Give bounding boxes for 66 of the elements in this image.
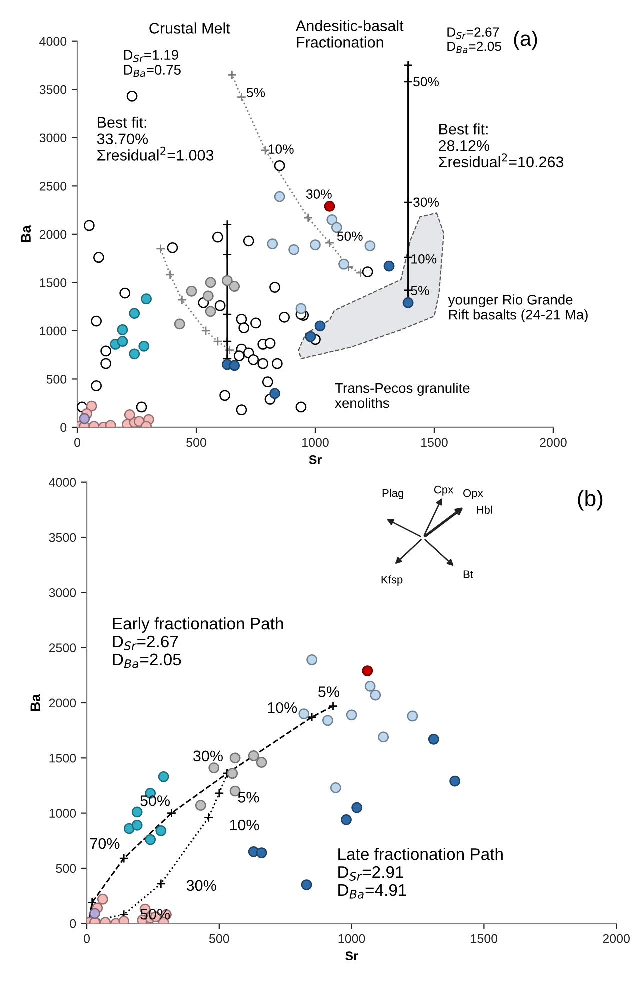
annotation: D$_{Sr}$=2.67 D$_{Ba}$=2.05: [448, 28, 502, 54]
annotation: 50%: [414, 77, 439, 87]
y-tick-label: 3500: [40, 85, 67, 94]
annotation: 70%: [90, 838, 120, 850]
annotation: 30%: [306, 190, 332, 199]
annotation: Best fit: 33.70% Σresidual$^{2}$=1.003: [97, 116, 214, 161]
annotation: 10%: [268, 144, 294, 154]
annotation: 50%: [140, 908, 170, 920]
annotation: Best fit: 28.12% Σresidual$^{2}$=10.263: [439, 124, 564, 168]
annotation: 5%: [247, 88, 266, 98]
y-tick-label: 2500: [40, 182, 67, 191]
y-axis-title: Ba: [21, 225, 31, 242]
annotation: Bt: [464, 570, 474, 578]
y-tick-label: 2500: [49, 644, 76, 652]
y-tick-label: 4000: [40, 37, 67, 46]
x-tick-label: 1000: [338, 934, 366, 944]
annotation: Plag: [382, 489, 404, 500]
annotation: Cpx: [434, 486, 454, 496]
y-tick-label: 500: [46, 375, 67, 384]
annotation: Late fractionation Path D$_{Sr}$=2.91 D$_{Ba}$=4.91: [338, 848, 503, 899]
x-axis-title: Sr: [309, 455, 322, 464]
text: Crustal Melt: [150, 22, 230, 34]
annotation: 5%: [411, 286, 430, 296]
annotation: 50%: [140, 796, 170, 806]
annotation: Opx: [464, 489, 484, 500]
annotation: 5%: [318, 686, 340, 698]
annotation: 30%: [414, 198, 439, 208]
y-tick-label: 1000: [40, 326, 67, 336]
x-tick-label: 2000: [540, 438, 567, 448]
annotation: 5%: [238, 792, 260, 803]
annotation: (a): [514, 30, 538, 50]
x-tick-label: 1500: [471, 934, 498, 944]
annotation: (b): [578, 490, 603, 511]
x-tick-label: 0: [84, 934, 90, 944]
y-tick-label: 500: [56, 864, 76, 874]
y-tick-label: 3500: [49, 533, 76, 542]
y-tick-label: 0: [60, 423, 67, 432]
annotation: 10%: [230, 820, 260, 831]
annotation: Hbl: [477, 506, 492, 514]
annotation: 10%: [412, 254, 437, 264]
annotation: younger Rio Grande Rift basalts (24-21 Ma): [448, 294, 588, 323]
x-tick-label: 2000: [603, 934, 630, 944]
annotation: D$_{Sr}$=1.19 D$_{Ba}$=0.75: [124, 50, 181, 78]
annotation: 30%: [186, 880, 216, 892]
annotation: Early fractionation Path D$_{Sr}$=2.67 D$_{Ba}$=2.05: [113, 617, 284, 668]
annotation: 10%: [268, 702, 298, 714]
y-tick-label: 3000: [40, 134, 67, 143]
x-tick-label: 1000: [302, 438, 329, 448]
annotation: Trans-Pecos granulite xenoliths: [335, 383, 470, 408]
annotation: 50%: [337, 232, 363, 242]
y-tick-label: 2000: [49, 698, 76, 708]
x-tick-label: 500: [209, 934, 230, 944]
x-tick-label: 500: [186, 438, 206, 448]
annotation: Andesitic-basalt Fractionation: [296, 20, 404, 48]
y-tick-label: 4000: [49, 478, 76, 488]
y-tick-label: 1500: [40, 278, 67, 288]
y-axis-title: Ba: [30, 694, 40, 711]
y-tick-label: 1500: [50, 754, 76, 763]
annotation: Kfsp: [382, 576, 403, 586]
x-axis-title: Sr: [346, 952, 358, 960]
x-tick-label: 1500: [422, 438, 448, 448]
y-tick-label: 1000: [50, 809, 76, 818]
y-tick-label: 0: [70, 919, 76, 928]
y-tick-label: 2000: [40, 230, 67, 240]
y-tick-label: 3000: [49, 588, 76, 598]
annotation: 30%: [194, 750, 223, 762]
